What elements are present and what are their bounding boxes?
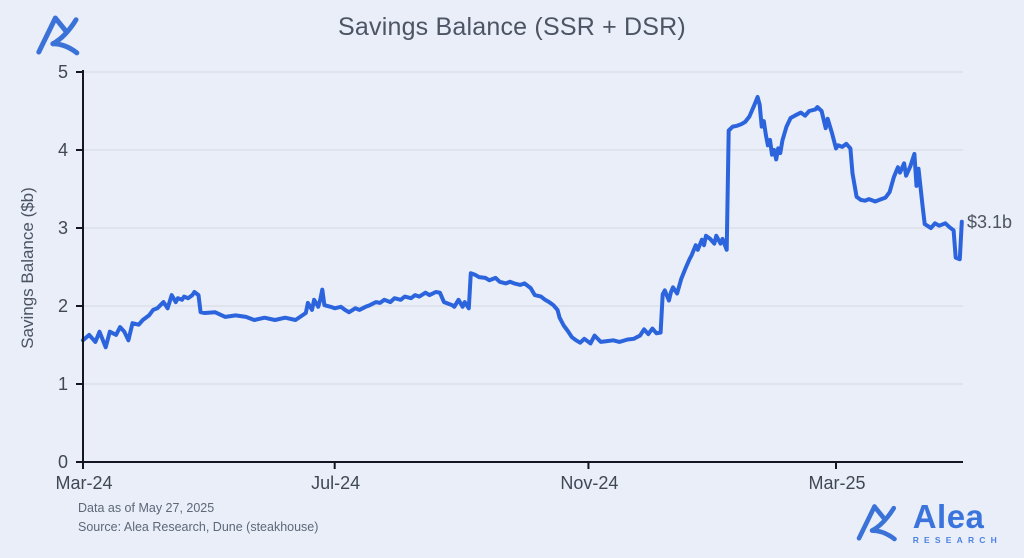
y-tick-label: 3 (58, 218, 68, 238)
series-line (81, 95, 964, 350)
source-text: Source: Alea Research, Dune (steakhouse) (78, 520, 319, 534)
x-tick-label: Nov-24 (560, 473, 618, 493)
y-tick-label: 5 (58, 62, 68, 82)
chart-title: Savings Balance (SSR + DSR) (338, 13, 686, 41)
alea-logo-icon (28, 9, 86, 62)
y-tick-label: 1 (58, 374, 68, 394)
y-tick-label: 2 (58, 296, 68, 316)
x-tick-label: Mar-24 (55, 473, 112, 493)
y-tick-label: 4 (58, 140, 68, 160)
x-tick-label: Mar-25 (808, 473, 865, 493)
x-tick-label: Jul-24 (311, 473, 360, 493)
brand-subtitle: RESEARCH (912, 534, 1002, 545)
brand-name: Alea (912, 497, 985, 535)
alea-logo-icon (849, 498, 903, 548)
y-tick-label: 0 (58, 452, 68, 472)
chart-footer: Data as of May 27, 2025 Source: Alea Res… (78, 499, 318, 537)
data-as-of-text: Data as of May 27, 2025 (78, 501, 215, 515)
end-value-annotation: $3.1b (967, 212, 1013, 232)
alea-research-brand: Alea RESEARCH (849, 498, 1002, 548)
